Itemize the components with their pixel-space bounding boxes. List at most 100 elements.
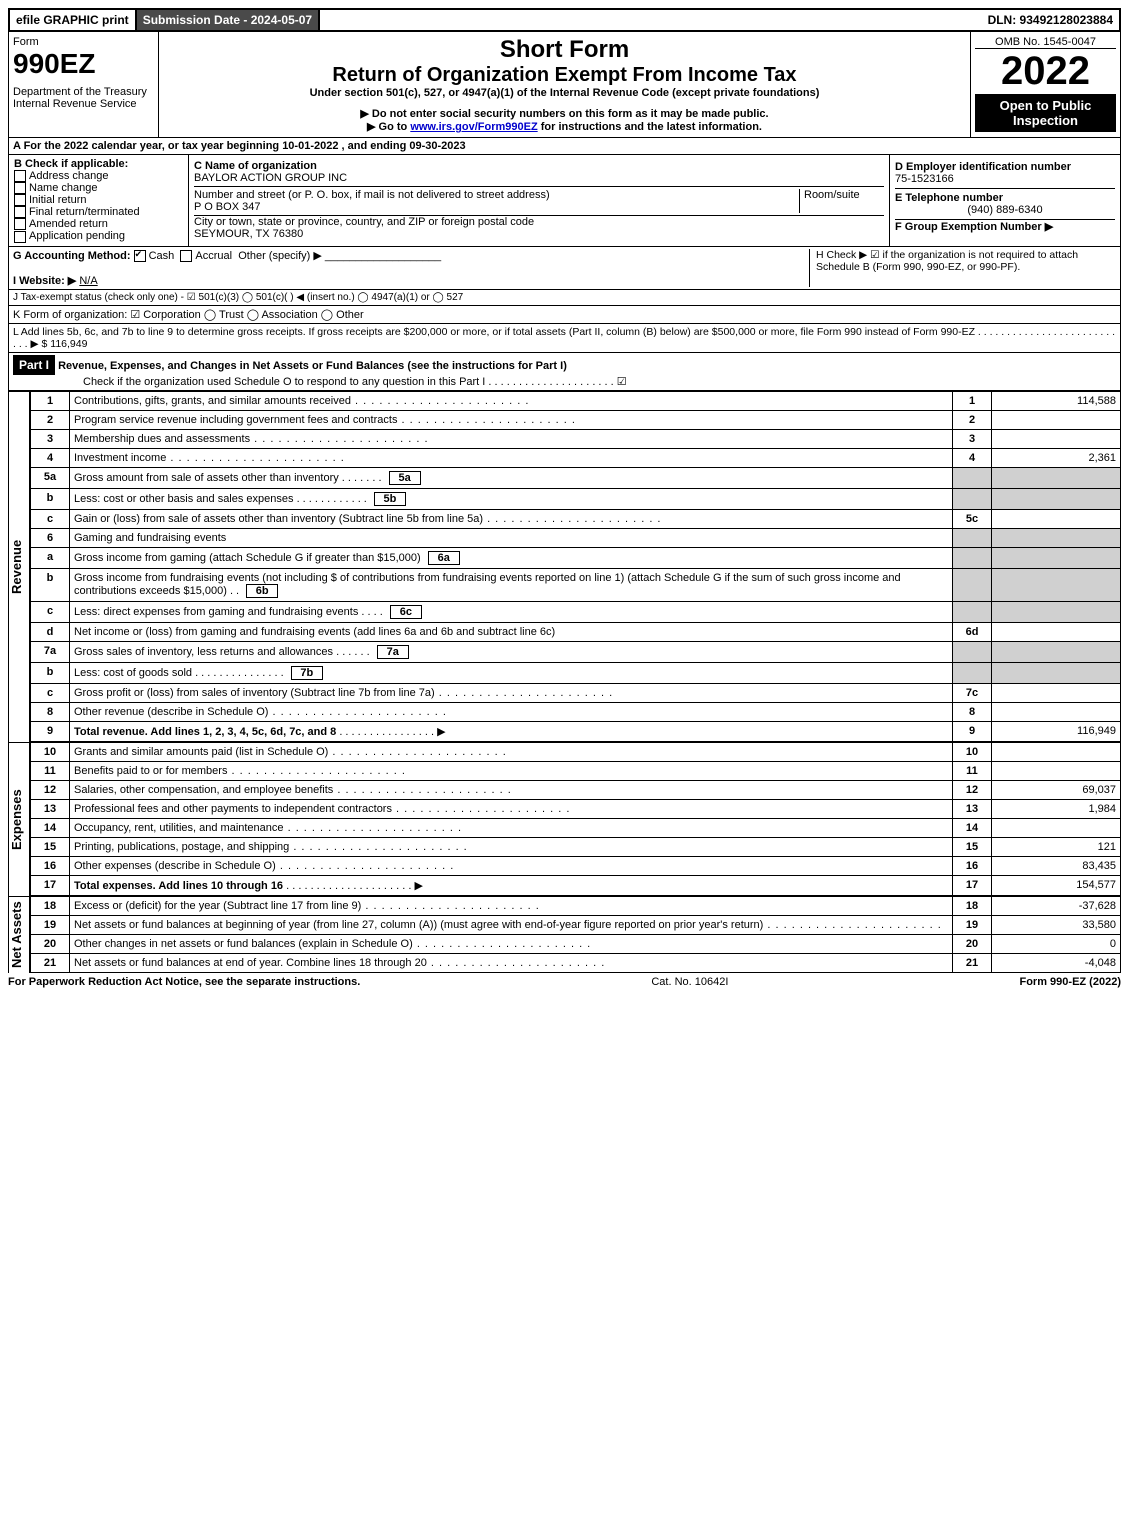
return-title: Return of Organization Exempt From Incom… <box>163 64 966 87</box>
line-amt <box>992 742 1121 761</box>
table-row: 4Investment income42,361 <box>31 448 1121 467</box>
table-row: 14Occupancy, rent, utilities, and mainte… <box>31 818 1121 837</box>
line-amt: 116,949 <box>992 721 1121 741</box>
short-form-title: Short Form <box>163 36 966 64</box>
line-code: 14 <box>953 818 992 837</box>
phone-val: (940) 889-6340 <box>895 204 1115 216</box>
line-code <box>953 641 992 662</box>
open-inspection: Open to Public Inspection <box>975 94 1116 132</box>
efile-label[interactable]: efile GRAPHIC print <box>10 10 135 30</box>
table-row: dNet income or (loss) from gaming and fu… <box>31 622 1121 641</box>
line-num: c <box>31 683 70 702</box>
line-amt: 114,588 <box>992 391 1121 410</box>
tax-year: 2022 <box>975 49 1116 94</box>
street-label: Number and street (or P. O. box, if mail… <box>194 189 550 201</box>
expenses-table: 10Grants and similar amounts paid (list … <box>30 742 1121 896</box>
box-c: C Name of organization BAYLOR ACTION GRO… <box>189 155 890 246</box>
goto-line: ▶ Go to www.irs.gov/Form990EZ for instru… <box>163 120 966 133</box>
part1-title: Revenue, Expenses, and Changes in Net As… <box>58 360 567 372</box>
opt-address[interactable]: Address change <box>14 170 183 182</box>
cash-check[interactable] <box>134 250 146 262</box>
footer-right-pre: Form <box>1019 976 1050 988</box>
line-num: b <box>31 662 70 683</box>
under-section: Under section 501(c), 527, or 4947(a)(1)… <box>163 87 966 99</box>
city-label: City or town, state or province, country… <box>194 216 534 228</box>
line-num: 16 <box>31 856 70 875</box>
line-amt <box>992 818 1121 837</box>
line-desc: Other revenue (describe in Schedule O) <box>70 702 953 721</box>
line-amt: -4,048 <box>992 953 1121 972</box>
line-desc: Gross amount from sale of assets other t… <box>70 467 953 488</box>
line-amt <box>992 662 1121 683</box>
line-k: K Form of organization: ☑ Corporation ◯ … <box>8 306 1121 324</box>
opt-address-label: Address change <box>29 170 109 182</box>
line-amt <box>992 547 1121 568</box>
table-row: cGain or (loss) from sale of assets othe… <box>31 509 1121 528</box>
line-num: 14 <box>31 818 70 837</box>
table-row: 13Professional fees and other payments t… <box>31 799 1121 818</box>
line-num: 10 <box>31 742 70 761</box>
dept-label: Department of the Treasury Internal Reve… <box>13 86 154 110</box>
sub-code: 5b <box>374 492 406 506</box>
line-desc: Gaming and fundraising events <box>70 528 953 547</box>
line-desc: Professional fees and other payments to … <box>70 799 953 818</box>
table-row: 6Gaming and fundraising events <box>31 528 1121 547</box>
table-row: 17Total expenses. Add lines 10 through 1… <box>31 875 1121 895</box>
expenses-label: Expenses <box>8 742 30 896</box>
line-code <box>953 467 992 488</box>
revenue-table: 1Contributions, gifts, grants, and simil… <box>30 391 1121 742</box>
line-code: 10 <box>953 742 992 761</box>
line-amt <box>992 702 1121 721</box>
no-ssn: ▶ Do not enter social security numbers o… <box>163 107 966 120</box>
table-row: 16Other expenses (describe in Schedule O… <box>31 856 1121 875</box>
opt-pending[interactable]: Application pending <box>14 230 183 242</box>
line-amt <box>992 683 1121 702</box>
table-row: 2Program service revenue including gover… <box>31 410 1121 429</box>
sub-code: 5a <box>389 471 421 485</box>
line-desc: Salaries, other compensation, and employ… <box>70 780 953 799</box>
line-amt: 83,435 <box>992 856 1121 875</box>
submission-date: Submission Date - 2024-05-07 <box>135 10 320 30</box>
form-word: Form <box>13 36 154 48</box>
line-desc: Contributions, gifts, grants, and simila… <box>70 391 953 410</box>
line-amt: 0 <box>992 934 1121 953</box>
table-row: 7aGross sales of inventory, less returns… <box>31 641 1121 662</box>
part1-header-row: Part I Revenue, Expenses, and Changes in… <box>8 353 1121 391</box>
goto-post: for instructions and the latest informat… <box>538 121 762 133</box>
irs-link[interactable]: www.irs.gov/Form990EZ <box>410 121 537 133</box>
line-desc: Program service revenue including govern… <box>70 410 953 429</box>
footer-right-bold: 990-EZ <box>1050 976 1086 988</box>
box-def: D Employer identification number 75-1523… <box>890 155 1120 246</box>
line-desc: Other changes in net assets or fund bala… <box>70 934 953 953</box>
line-num: a <box>31 547 70 568</box>
opt-amended[interactable]: Amended return <box>14 218 183 230</box>
line-desc: Less: cost or other basis and sales expe… <box>70 488 953 509</box>
part1-check: Check if the organization used Schedule … <box>13 376 627 388</box>
opt-final[interactable]: Final return/terminated <box>14 206 183 218</box>
table-row: 15Printing, publications, postage, and s… <box>31 837 1121 856</box>
opt-initial[interactable]: Initial return <box>14 194 183 206</box>
line-code: 2 <box>953 410 992 429</box>
desc-text: Gross amount from sale of assets other t… <box>74 472 339 484</box>
accrual-check[interactable] <box>180 250 192 262</box>
table-row: aGross income from gaming (attach Schedu… <box>31 547 1121 568</box>
opt-name[interactable]: Name change <box>14 182 183 194</box>
desc-text: Gross income from fundraising events (no… <box>74 572 901 597</box>
footer-right-post: (2022) <box>1086 976 1121 988</box>
line-code <box>953 568 992 601</box>
expenses-section: Expenses 10Grants and similar amounts pa… <box>8 742 1121 896</box>
line-num: 9 <box>31 721 70 741</box>
line-code: 9 <box>953 721 992 741</box>
line-gh: G Accounting Method: Cash Accrual Other … <box>8 247 1121 290</box>
line-code: 18 <box>953 896 992 915</box>
line-num: 3 <box>31 429 70 448</box>
netassets-section: Net Assets 18Excess or (deficit) for the… <box>8 896 1121 973</box>
line-desc: Net assets or fund balances at beginning… <box>70 915 953 934</box>
line-num: 13 <box>31 799 70 818</box>
line-amt <box>992 761 1121 780</box>
line-num: 11 <box>31 761 70 780</box>
line-code: 16 <box>953 856 992 875</box>
line-num: 1 <box>31 391 70 410</box>
netassets-label: Net Assets <box>8 896 30 973</box>
org-name: BAYLOR ACTION GROUP INC <box>194 172 347 184</box>
